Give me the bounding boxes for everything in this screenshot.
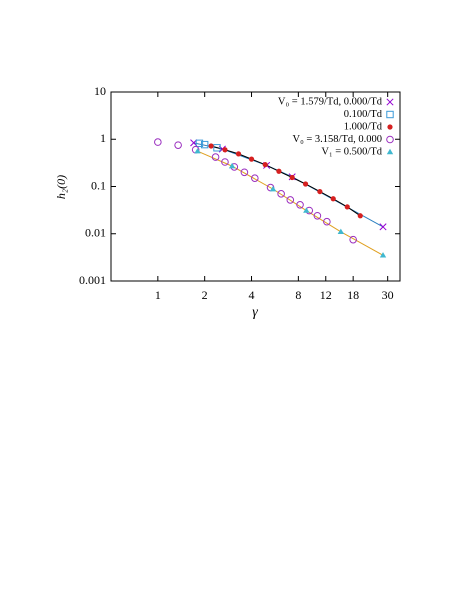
marker [296, 200, 304, 209]
legend-label: V₁ = 0.500/Td [321, 146, 382, 157]
marker [228, 162, 236, 169]
marker [386, 110, 394, 119]
marker [240, 168, 249, 177]
marker [302, 181, 309, 187]
marker [262, 162, 268, 168]
marker [235, 151, 242, 157]
marker [386, 98, 394, 106]
marker [337, 228, 345, 235]
marker [289, 174, 295, 181]
x-tick-label: 2 [202, 288, 208, 302]
marker [277, 190, 285, 198]
marker [222, 147, 228, 153]
x-tick-label: 1 [155, 288, 161, 302]
marker [208, 143, 214, 149]
x-tick-label: 12 [320, 288, 332, 302]
legend-label: V₀ = 1.579/Td, 0.000/Td [278, 96, 383, 107]
x-tick-label: 18 [347, 288, 359, 302]
marker [313, 211, 322, 220]
x-tick-label: 4 [249, 288, 255, 302]
marker [323, 217, 331, 226]
marker [379, 223, 387, 231]
marker [200, 140, 209, 149]
marker [195, 139, 204, 148]
marker [251, 174, 259, 182]
y-tick-label: 1 [100, 131, 106, 145]
marker [357, 213, 363, 219]
marker [386, 148, 394, 155]
marker [386, 135, 394, 144]
marker [194, 147, 201, 154]
marker [221, 158, 229, 166]
marker [248, 156, 255, 162]
marker [387, 124, 393, 130]
marker [349, 235, 357, 244]
marker [174, 141, 182, 149]
marker [286, 196, 295, 204]
marker [276, 168, 282, 174]
y-tick-label: 0.001 [79, 273, 106, 287]
marker [211, 153, 220, 161]
legend-label: 0.100/Td [344, 109, 383, 120]
series-line [197, 150, 384, 256]
y-tick-label: 10 [94, 84, 106, 98]
x-tick-label: 30 [382, 288, 394, 302]
marker [213, 144, 221, 152]
marker [330, 196, 336, 202]
marker [154, 138, 162, 146]
marker [344, 204, 350, 210]
plot-frame [110, 91, 401, 282]
y-tick-label: 0.01 [85, 226, 106, 240]
legend-label: 1.000/Td [344, 121, 383, 132]
x-axis-label: γ [252, 305, 258, 320]
marker [379, 252, 387, 258]
y-axis-label: h₂(0) [54, 175, 68, 199]
marker [303, 207, 310, 213]
x-tick-label: 8 [295, 288, 301, 302]
y-tick-label: 0.1 [91, 178, 106, 192]
marker [317, 188, 323, 195]
legend-label: V₀ = 3.158/Td, 0.000 [293, 134, 383, 145]
marker [269, 185, 277, 192]
